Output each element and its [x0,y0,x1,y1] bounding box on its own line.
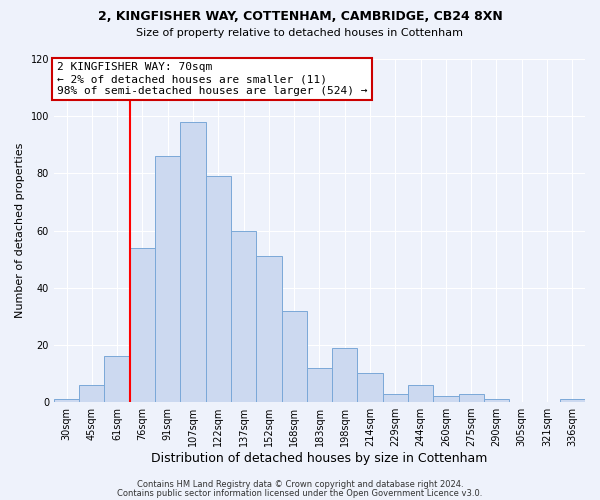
Bar [484,399,509,402]
Bar [281,310,307,402]
Bar [104,356,130,402]
Bar [79,385,104,402]
Bar [358,374,383,402]
Text: Size of property relative to detached houses in Cottenham: Size of property relative to detached ho… [137,28,464,38]
Bar [307,368,332,402]
Bar [54,399,79,402]
Bar [181,122,206,402]
Bar [383,394,408,402]
Bar [408,385,433,402]
Bar [155,156,181,402]
X-axis label: Distribution of detached houses by size in Cottenham: Distribution of detached houses by size … [151,452,488,465]
Bar [231,230,256,402]
Text: Contains public sector information licensed under the Open Government Licence v3: Contains public sector information licen… [118,488,482,498]
Text: 2, KINGFISHER WAY, COTTENHAM, CAMBRIDGE, CB24 8XN: 2, KINGFISHER WAY, COTTENHAM, CAMBRIDGE,… [98,10,502,23]
Bar [458,394,484,402]
Bar [206,176,231,402]
Text: 2 KINGFISHER WAY: 70sqm
← 2% of detached houses are smaller (11)
98% of semi-det: 2 KINGFISHER WAY: 70sqm ← 2% of detached… [56,62,367,96]
Bar [332,348,358,402]
Bar [560,399,585,402]
Text: Contains HM Land Registry data © Crown copyright and database right 2024.: Contains HM Land Registry data © Crown c… [137,480,463,489]
Y-axis label: Number of detached properties: Number of detached properties [15,143,25,318]
Bar [130,248,155,402]
Bar [256,256,281,402]
Bar [433,396,458,402]
